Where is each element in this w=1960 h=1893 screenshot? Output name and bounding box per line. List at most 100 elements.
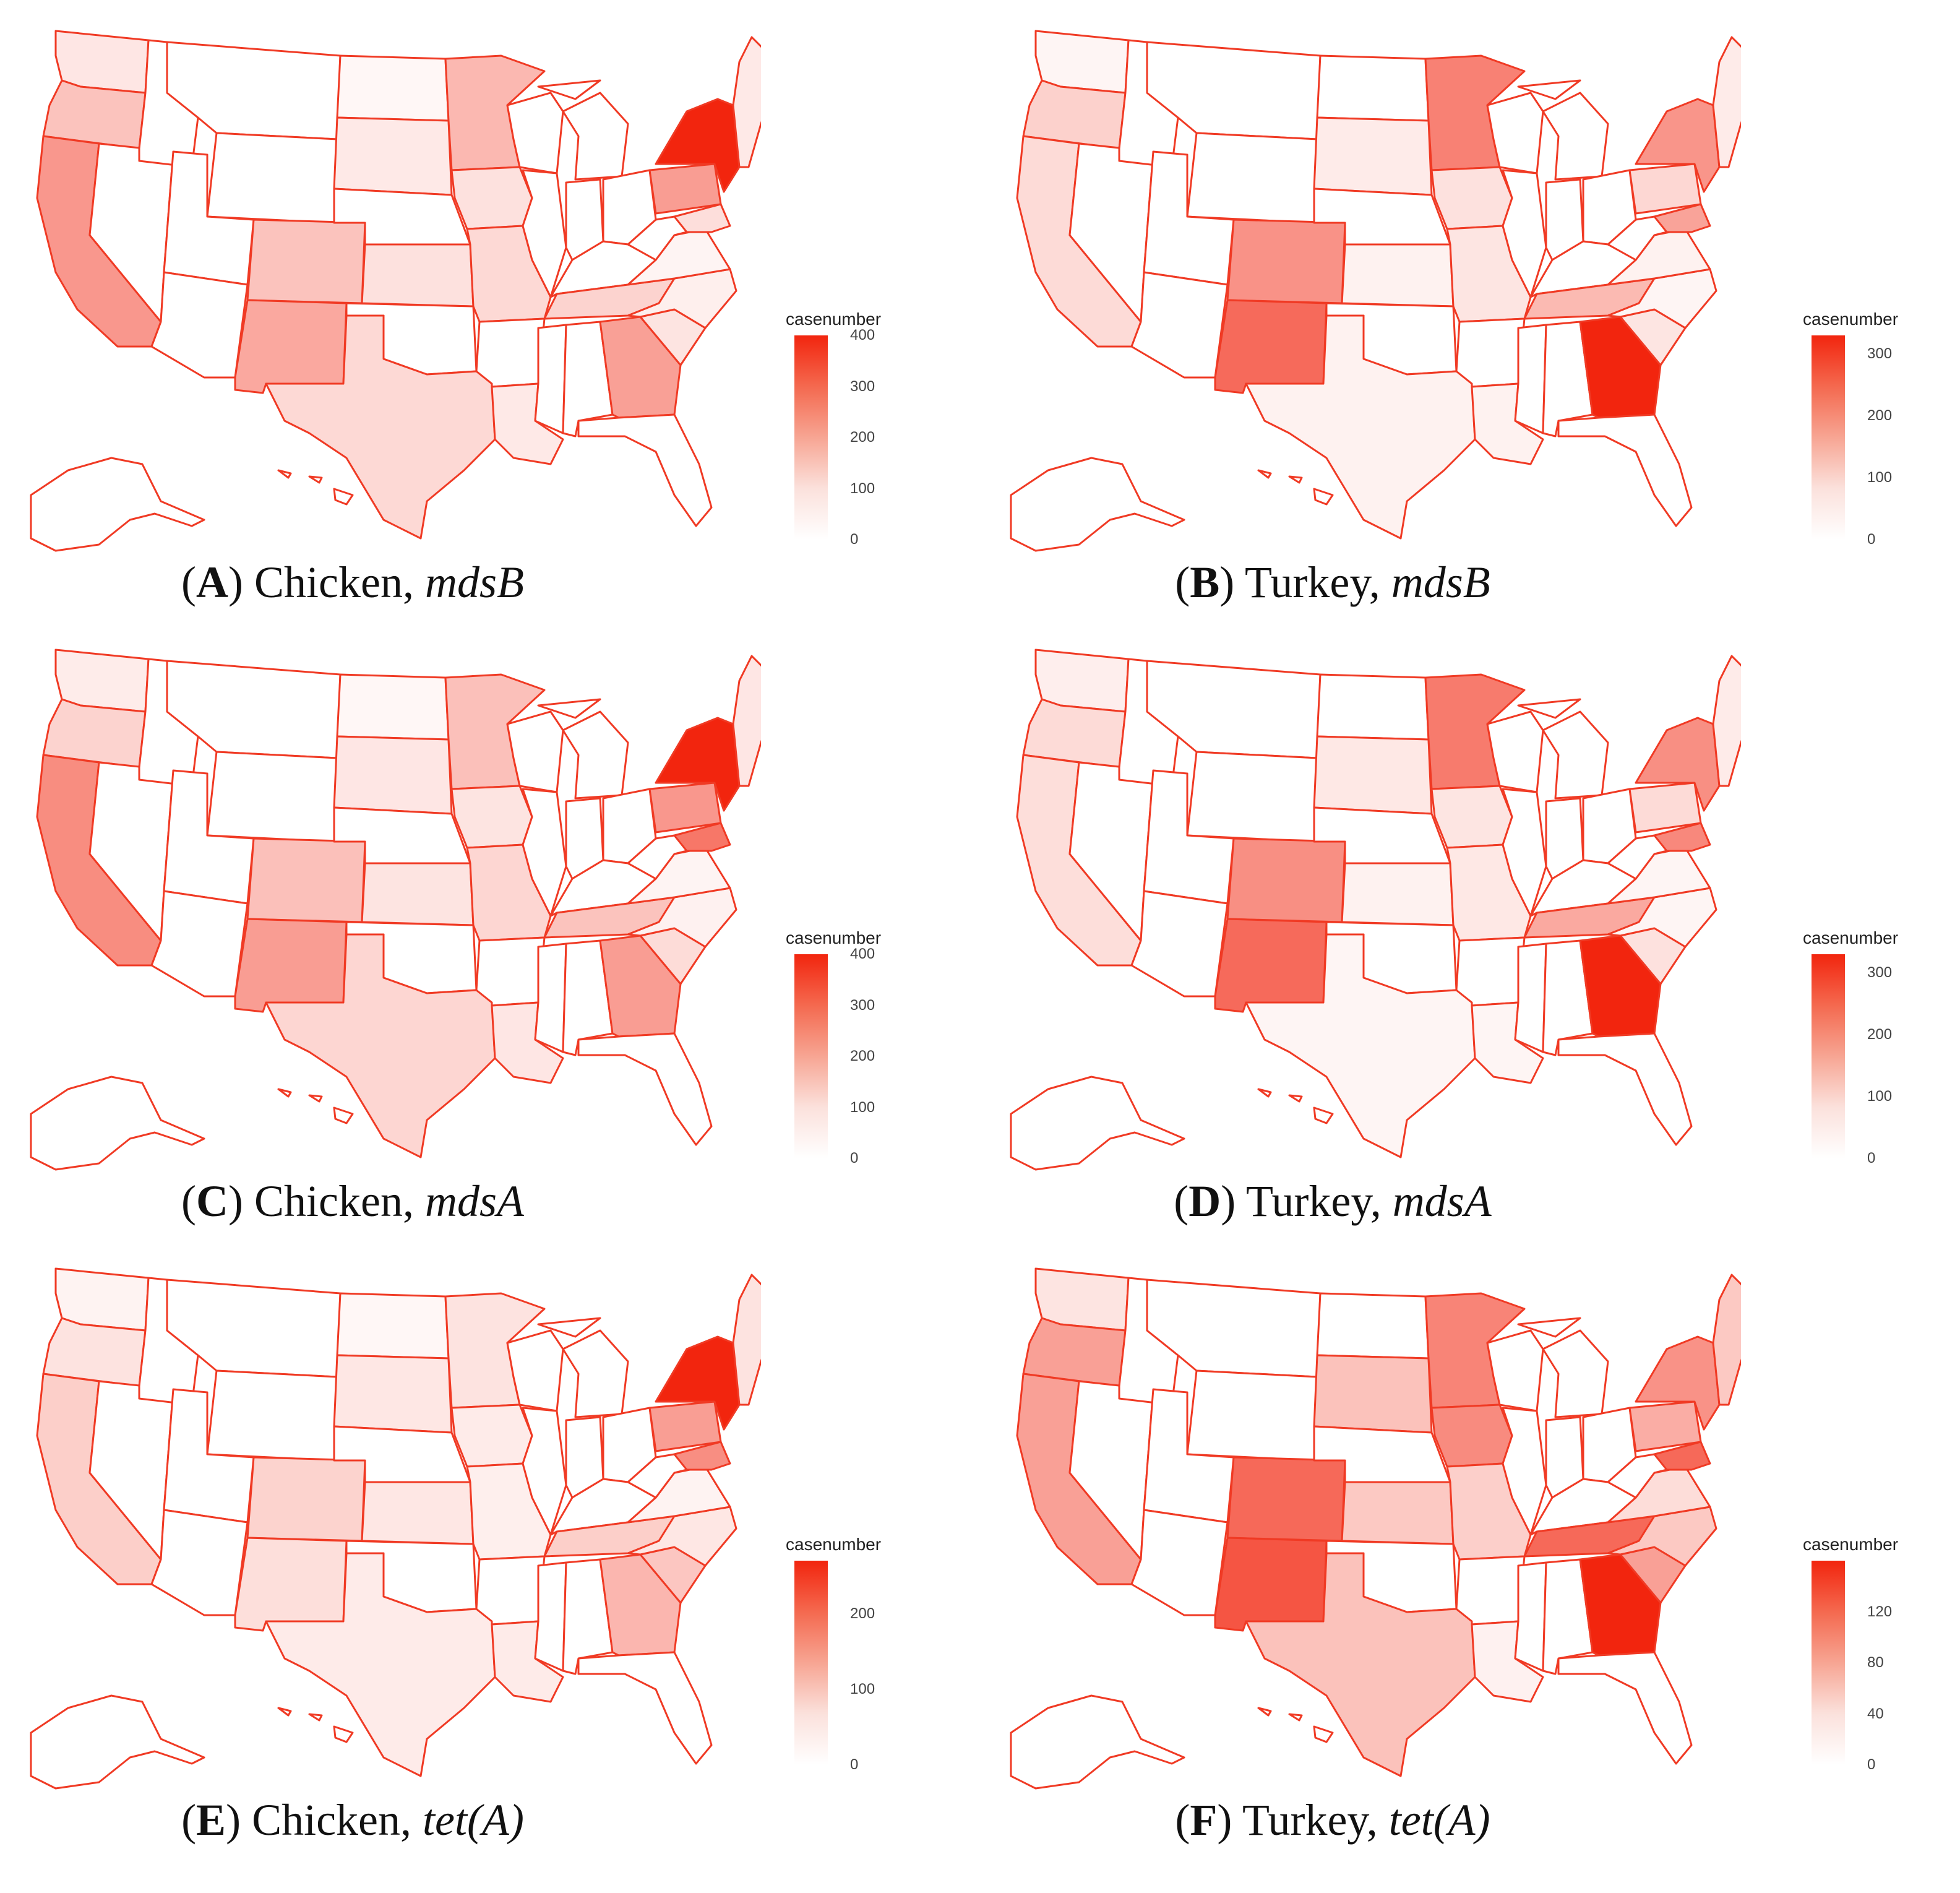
state-ak xyxy=(30,1694,205,1790)
state-nd xyxy=(336,673,450,741)
state-il xyxy=(1502,169,1547,298)
state-nd xyxy=(1316,1292,1430,1360)
panel-letter: A xyxy=(196,558,229,607)
state-nm xyxy=(1214,1537,1328,1632)
state-az xyxy=(150,890,249,998)
state-ms xyxy=(534,1561,567,1672)
state-il xyxy=(522,1407,567,1536)
legend-colorbar xyxy=(1812,1561,1845,1765)
legend-tick-label: 100 xyxy=(1867,1088,1893,1105)
legend-colorbar xyxy=(1812,954,1845,1158)
legend-tick-label: 200 xyxy=(850,1605,875,1622)
state-az xyxy=(1130,890,1229,998)
map-panel-d: casenumber 300 200 100 0 (D) Turkey, mdsA xyxy=(980,619,1960,1238)
state-md xyxy=(673,203,731,233)
state-wy xyxy=(206,1369,338,1462)
legend-tick-label: 100 xyxy=(1867,469,1893,486)
legend-title: casenumber xyxy=(786,1535,882,1554)
state-ne_states xyxy=(732,655,761,787)
state-fl xyxy=(1557,413,1693,527)
state-co xyxy=(1226,837,1346,923)
state-wy xyxy=(1186,132,1318,224)
legend-tick-label: 300 xyxy=(1867,964,1893,981)
state-pa xyxy=(648,1400,722,1452)
panel-letter: B xyxy=(1190,558,1220,607)
state-co xyxy=(246,218,366,304)
legend-tick-mark xyxy=(828,1056,834,1057)
state-az xyxy=(150,271,249,379)
state-hi xyxy=(277,1088,354,1124)
state-sd xyxy=(333,1354,453,1434)
legend-tick-label: 0 xyxy=(850,531,859,548)
legend-tick-label: 0 xyxy=(1867,1150,1876,1166)
panel-letter: E xyxy=(196,1795,226,1845)
state-pa xyxy=(1628,1400,1702,1452)
panel-species: Chicken xyxy=(252,1795,401,1845)
legend-tick-mark xyxy=(1845,477,1851,478)
panel-species: Turkey xyxy=(1244,558,1369,607)
panel-gene: mdsA xyxy=(1392,1176,1492,1226)
state-hi xyxy=(277,1707,354,1743)
legend-tick-mark xyxy=(1845,1611,1851,1613)
state-ne_states xyxy=(1712,1274,1741,1406)
state-nd xyxy=(336,1292,450,1360)
state-il xyxy=(522,169,567,298)
state-ak xyxy=(1010,457,1185,552)
state-hi xyxy=(1257,1088,1334,1124)
panel-caption: (B) Turkey, mdsB xyxy=(1175,558,1490,607)
state-md xyxy=(673,1441,731,1471)
state-wy xyxy=(1186,1369,1318,1462)
legend-tick-mark xyxy=(1845,1034,1851,1035)
panel-gene: mdsB xyxy=(424,558,524,607)
state-ak xyxy=(1010,1076,1185,1171)
state-pa xyxy=(1628,163,1702,215)
legend-tick-mark xyxy=(1845,353,1851,355)
color-legend: casenumber 120 80 40 0 xyxy=(1803,1535,1939,1782)
legend-colorbar xyxy=(794,954,828,1158)
state-hi xyxy=(1257,469,1334,506)
state-md xyxy=(1653,1441,1711,1471)
panel-gene: tet(A) xyxy=(1388,1795,1490,1845)
state-nd xyxy=(1316,673,1430,741)
legend-tick-label: 200 xyxy=(850,1048,875,1064)
state-wy xyxy=(1186,751,1318,843)
state-co xyxy=(1226,1456,1346,1542)
legend-tick-mark xyxy=(828,1613,834,1615)
state-ks xyxy=(1341,243,1455,308)
legend-tick-label: 0 xyxy=(850,1150,859,1166)
legend-tick-label: 100 xyxy=(850,480,875,497)
panel-caption: (F) Turkey, tet(A) xyxy=(1175,1795,1490,1845)
state-md xyxy=(1653,822,1711,852)
state-nm xyxy=(234,1537,348,1632)
state-nd xyxy=(1316,54,1430,122)
state-tx xyxy=(1245,933,1476,1158)
panel-caption: (E) Chicken, tet(A) xyxy=(181,1795,524,1845)
legend-tick-mark xyxy=(828,335,834,336)
state-ks xyxy=(361,243,475,308)
legend-tick-mark xyxy=(828,1004,834,1006)
map-panel-f: casenumber 120 80 40 0 (F) Turkey, tet(A) xyxy=(980,1238,1960,1856)
state-ia xyxy=(450,785,533,849)
state-nc xyxy=(627,1506,737,1567)
state-ia xyxy=(1430,166,1513,230)
legend-title: casenumber xyxy=(1803,309,1899,329)
us-choropleth-map xyxy=(30,1267,761,1790)
state-ar xyxy=(475,317,546,388)
state-pa xyxy=(1628,782,1702,834)
state-az xyxy=(1130,1509,1229,1616)
us-choropleth-map xyxy=(1010,30,1741,552)
state-sd xyxy=(1313,735,1433,815)
legend-tick-label: 40 xyxy=(1867,1705,1884,1722)
legend-tick-mark xyxy=(828,954,834,955)
panel-letter: C xyxy=(196,1176,229,1226)
legend-tick-label: 400 xyxy=(850,327,875,343)
map-panel-b: casenumber 300 200 100 0 (B) Turkey, mdsB xyxy=(980,0,1960,619)
panel-letter: D xyxy=(1188,1176,1221,1226)
state-wy xyxy=(206,751,338,843)
legend-colorbar xyxy=(794,335,828,540)
panel-letter: F xyxy=(1190,1795,1218,1845)
map-panel-c: casenumber 400 300 200 100 0 (C) Chicken, md… xyxy=(0,619,980,1238)
legend-tick-mark xyxy=(828,1688,834,1690)
legend-tick-mark xyxy=(828,539,834,540)
state-ak xyxy=(30,1076,205,1171)
